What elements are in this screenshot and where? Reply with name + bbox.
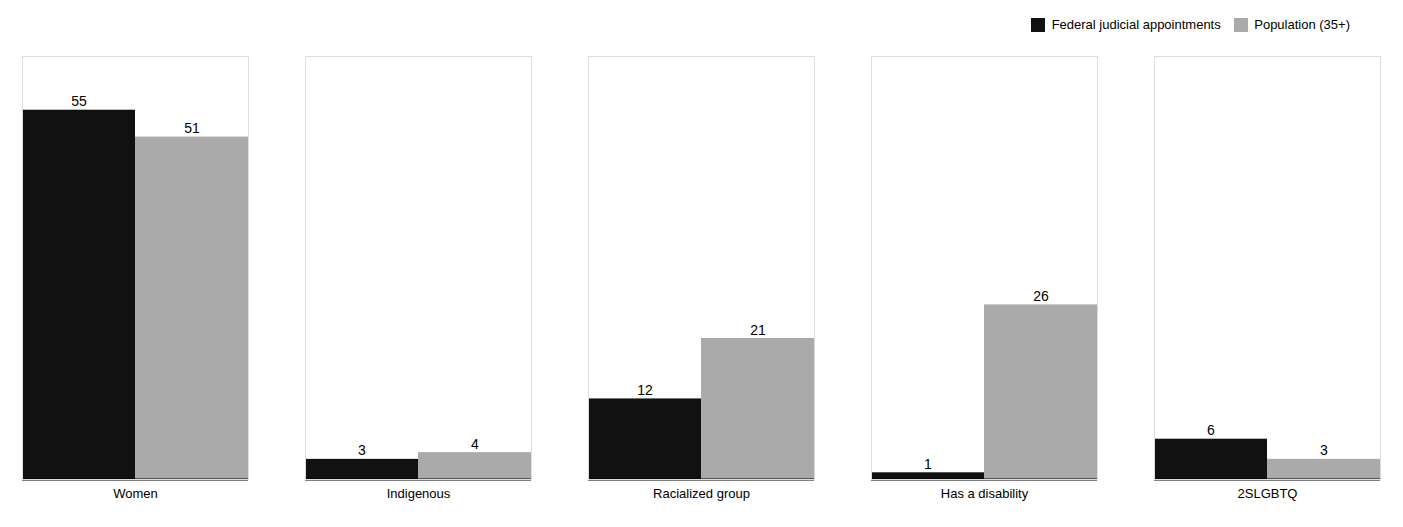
svg-text:55: 55 <box>71 93 87 109</box>
html-text:Federal judicial appointments: Federal judicial appointments <box>1051 17 1221 32</box>
svg-text:26: 26 <box>1033 288 1049 304</box>
svg-text:3: 3 <box>358 442 366 458</box>
svg-text:3: 3 <box>1320 442 1328 458</box>
svg-text:Women: Women <box>113 486 158 501</box>
svg-text:Racialized group: Racialized group <box>653 486 750 501</box>
svg-text:2SLGBTQ: 2SLGBTQ <box>1238 486 1298 501</box>
svg-text:Has a disability: Has a disability <box>941 486 1029 501</box>
svg-text:51: 51 <box>184 120 200 136</box>
svg-text:6: 6 <box>1207 422 1215 438</box>
svg-text:4: 4 <box>471 436 479 452</box>
svg-text:1: 1 <box>924 456 932 472</box>
svg-text:Indigenous: Indigenous <box>387 486 451 501</box>
html-text:Population (35+): Population (35+) <box>1254 17 1350 32</box>
svg-text:21: 21 <box>750 322 766 338</box>
svg-text:12: 12 <box>637 382 653 398</box>
